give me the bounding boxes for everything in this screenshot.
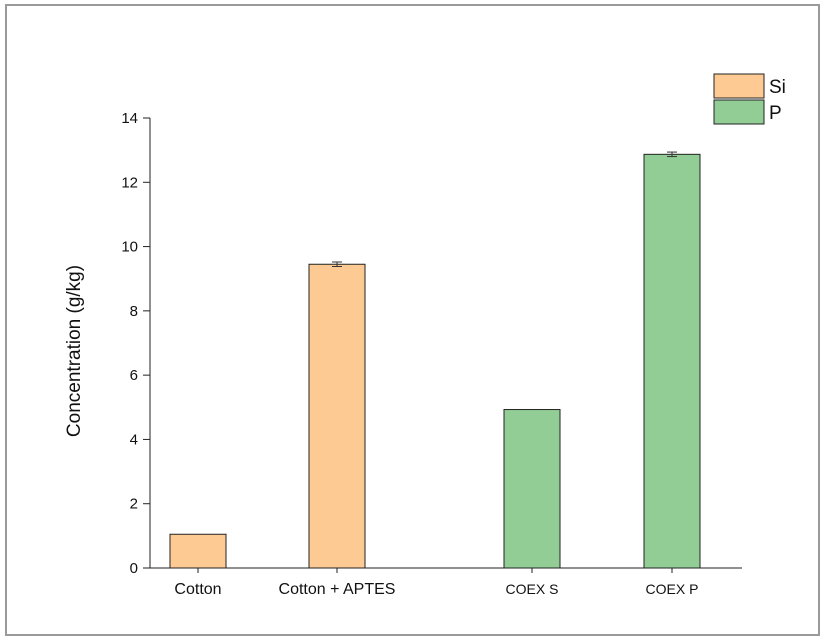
x-tick-label: Cotton + APTES [279, 581, 396, 598]
labels: 0 2 4 6 8 10 12 14 Cotton Cotton + APTES COEX S COE… [121, 110, 698, 598]
chart-frame: 0 2 4 6 8 10 12 14 Cotton Cotton + APTES COEX S COE… [5, 4, 820, 636]
y-tick-label: 4 [130, 431, 138, 448]
legend: Si P [713, 73, 786, 125]
bar-p-2 [503, 409, 561, 569]
y-tick-label: 0 [130, 560, 138, 577]
bar-chart: 0 2 4 6 8 10 12 14 Cotton Cotton + APTES COEX S COE… [64, 73, 786, 598]
y-tick-label: 12 [121, 174, 138, 191]
y-axis-label: Concentration (g/kg) [64, 265, 85, 437]
y-tick-label: 8 [130, 303, 138, 320]
bars [169, 151, 701, 569]
x-tick-label: Cotton [174, 581, 221, 598]
x-tick-label: COEX S [506, 581, 559, 597]
bar-p-3 [643, 153, 701, 569]
legend-label-p: P [769, 103, 782, 124]
bar-si-0 [169, 533, 227, 569]
y-tick-label: 10 [121, 239, 138, 256]
legend-swatch-si [713, 73, 765, 99]
y-tick-label: 6 [130, 367, 138, 384]
y-tick-label: 2 [130, 496, 138, 513]
legend-swatch-p [713, 99, 765, 125]
axes [143, 117, 742, 573]
legend-label-si: Si [769, 77, 786, 98]
x-tick-label: COEX P [646, 581, 699, 597]
bar-si-1 [308, 263, 366, 569]
y-tick-label: 14 [121, 110, 138, 127]
